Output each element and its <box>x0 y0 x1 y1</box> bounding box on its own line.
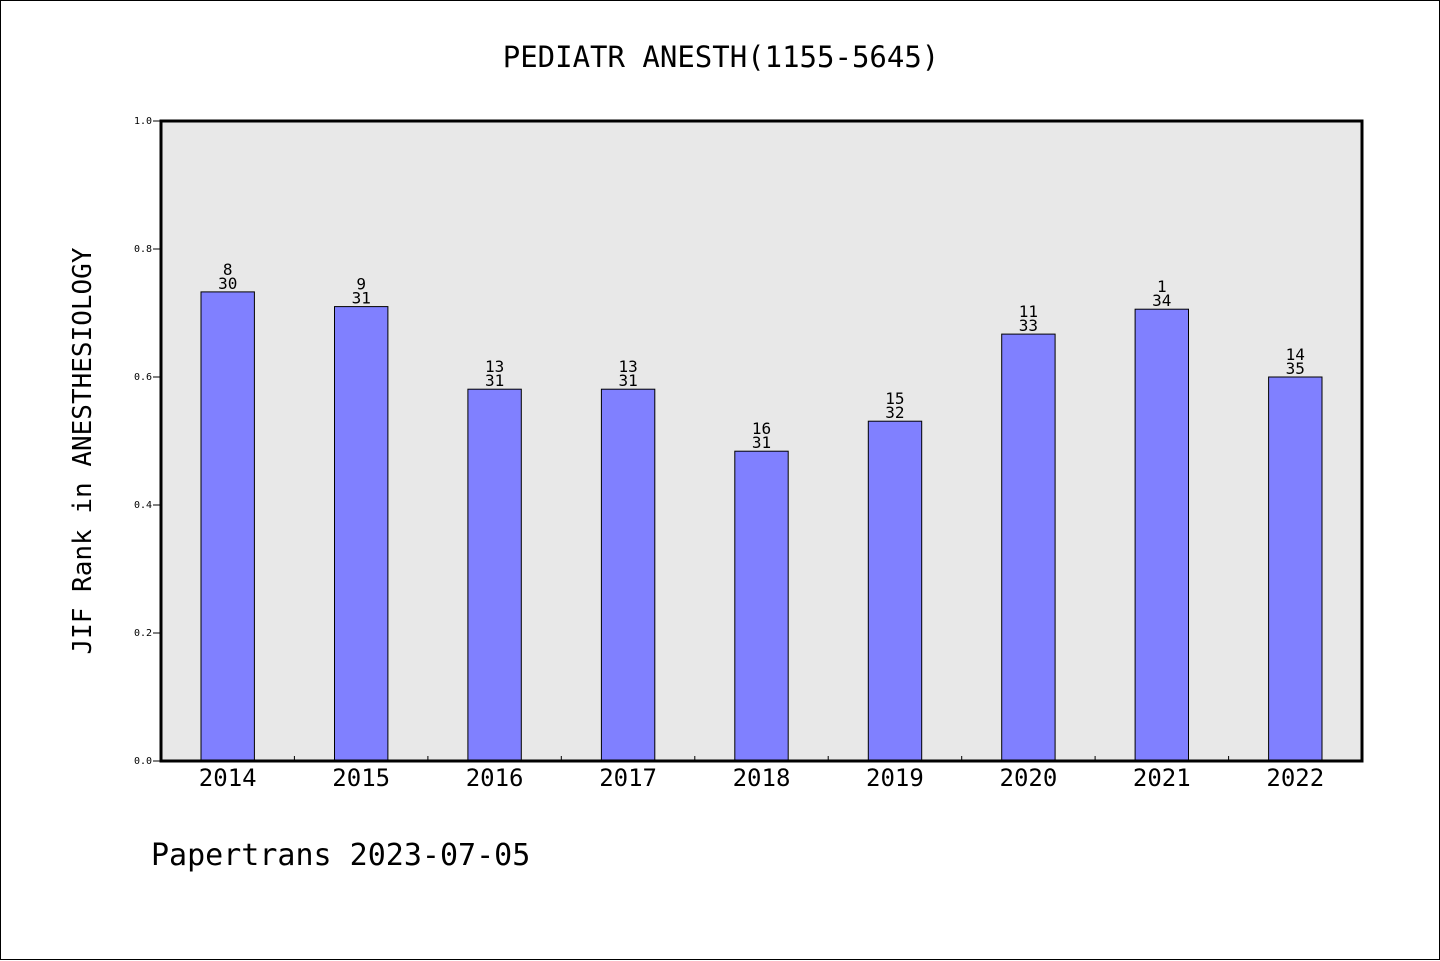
bar-label-total-2018: 31 <box>752 433 771 452</box>
bar-label-rank-2016: 13 <box>485 357 504 376</box>
bar-label-total-2019: 32 <box>885 403 904 422</box>
plot-frame <box>159 119 1364 763</box>
bar-label-rank-2018: 16 <box>752 419 771 438</box>
x-tick-label-2022: 2022 <box>1266 764 1324 792</box>
bar-label-total-2016: 31 <box>485 371 504 390</box>
bar-label-total-2014: 30 <box>218 274 237 293</box>
bar-label-rank-2014: 8 <box>223 260 233 279</box>
bar-label-rank-2020: 11 <box>1019 302 1038 321</box>
y-axis-label: JIF Rank in ANESTHESIOLOGY <box>68 247 98 654</box>
y-tick-label-0.0: 0.0 <box>134 756 152 767</box>
bar-2014 <box>200 291 255 762</box>
x-tick-label-2015: 2015 <box>332 764 390 792</box>
x-tick-label-2018: 2018 <box>733 764 791 792</box>
bar-label-total-2021: 34 <box>1152 291 1171 310</box>
bar-2020 <box>1001 333 1056 762</box>
x-tick-label-2014: 2014 <box>199 764 257 792</box>
bar-2016 <box>467 388 522 762</box>
bar-2015 <box>334 306 389 762</box>
y-tick-label-0.2: 0.2 <box>134 628 152 639</box>
x-tick-label-2016: 2016 <box>466 764 524 792</box>
bar-2021 <box>1134 308 1189 762</box>
y-tick-label-0.6: 0.6 <box>134 372 152 383</box>
bar-label-rank-2022: 14 <box>1286 345 1305 364</box>
watermark-text: Papertrans 2023-07-05 <box>151 838 530 873</box>
bar-label-rank-2021: 1 <box>1157 277 1167 296</box>
bar-label-total-2015: 31 <box>352 289 371 308</box>
y-tick-label-1.0: 1.0 <box>134 116 152 127</box>
y-tick-label-0.8: 0.8 <box>134 244 152 255</box>
bar-label-rank-2015: 9 <box>356 275 366 294</box>
bar-2019 <box>867 420 923 762</box>
x-tick-label-2021: 2021 <box>1133 764 1191 792</box>
bar-label-rank-2019: 15 <box>885 389 904 408</box>
bar-2018 <box>734 450 789 762</box>
bar-2017 <box>600 388 656 762</box>
bar-label-total-2020: 33 <box>1019 316 1038 335</box>
x-tick-label-2020: 2020 <box>1000 764 1058 792</box>
y-tick-label-0.4: 0.4 <box>134 500 152 511</box>
chart-title: PEDIATR ANESTH(1155-5645) <box>503 40 940 74</box>
x-tick-label-2017: 2017 <box>599 764 657 792</box>
x-tick-label-2019: 2019 <box>866 764 924 792</box>
bar-2022 <box>1268 376 1323 762</box>
bar-label-total-2017: 31 <box>618 371 637 390</box>
bar-label-rank-2017: 13 <box>618 357 637 376</box>
bar-label-total-2022: 35 <box>1286 359 1305 378</box>
